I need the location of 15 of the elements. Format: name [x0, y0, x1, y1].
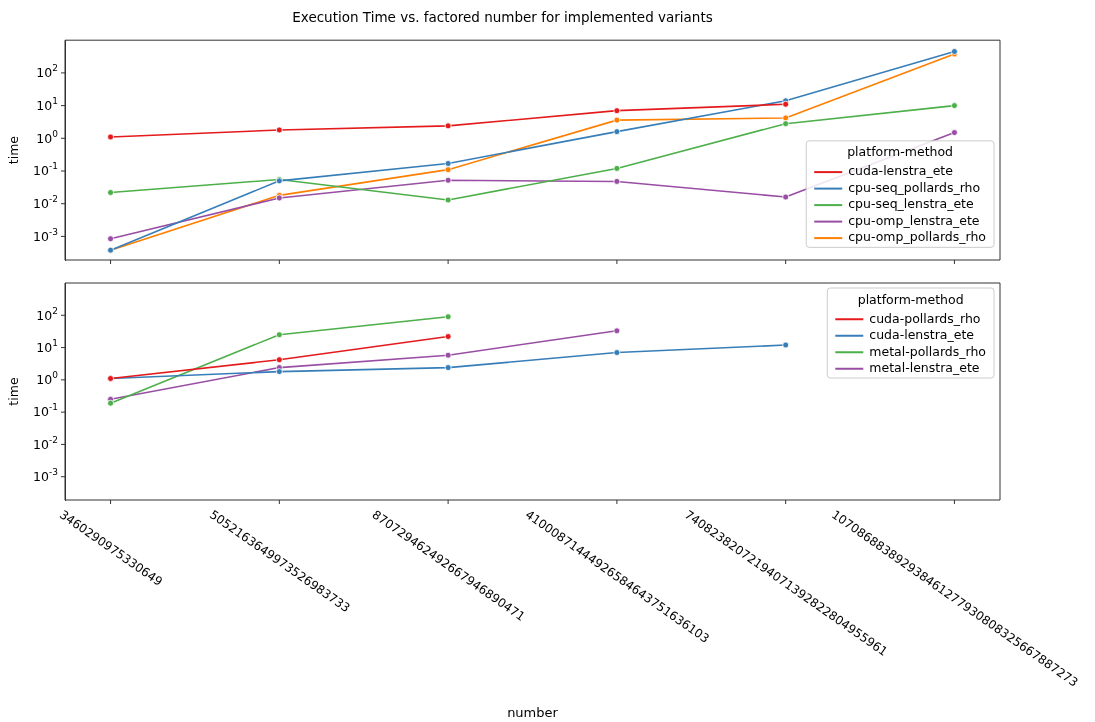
chart-title: Execution Time vs. factored number for implemented variants — [292, 8, 713, 25]
legend-label: cuda-lenstra_ete — [848, 163, 954, 179]
legend-label: metal-lenstra_ete — [869, 360, 980, 375]
legend-label: cuda-pollards_rho — [869, 310, 981, 326]
legend-title: platform-method — [857, 291, 964, 307]
legend-label: cuda-lenstra_ete — [869, 327, 975, 342]
legend-label: cpu-seq_lenstra_ete — [848, 196, 974, 212]
legend-label: cpu-seq_pollards_rho — [848, 179, 981, 195]
legend-label: cpu-omp_pollards_rho — [848, 229, 987, 245]
legend-label: metal-pollards_rho — [869, 343, 987, 359]
y-axis-title: time — [5, 135, 21, 165]
x-axis-title: number — [507, 704, 559, 720]
y-axis-title: time — [5, 377, 21, 406]
legend-title: platform-method — [847, 144, 954, 160]
legend-label: cpu-omp_lenstra_ete — [848, 212, 980, 228]
